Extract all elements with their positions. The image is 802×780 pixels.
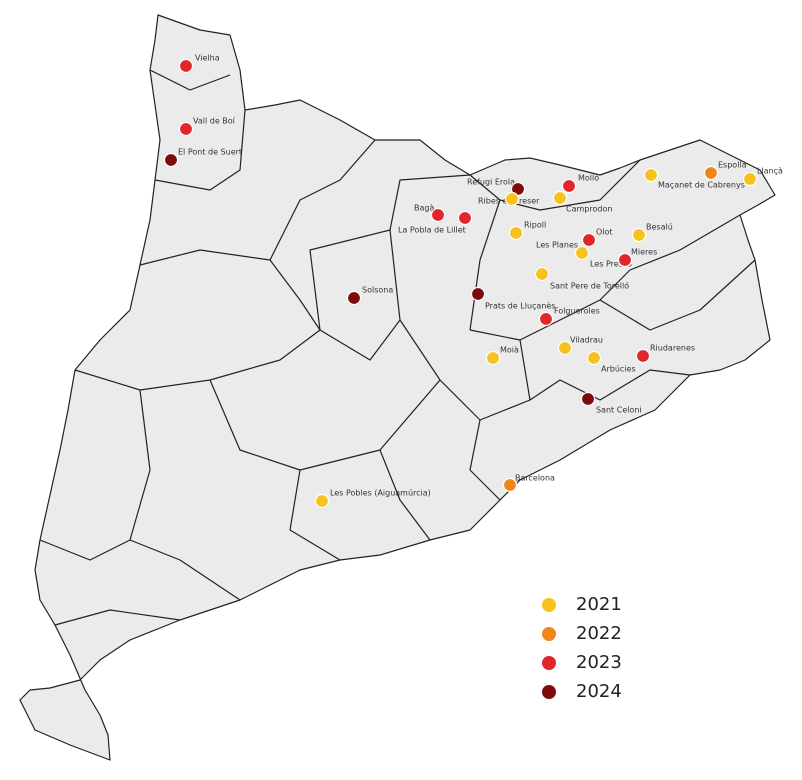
legend-marker: [542, 627, 556, 641]
place-marker: [504, 191, 520, 207]
place-marker: [534, 266, 550, 282]
legend-label: 2022: [576, 623, 622, 644]
place-marker: [457, 210, 473, 226]
border: [309, 229, 401, 361]
region-outline: [19, 14, 776, 761]
border: [629, 214, 741, 271]
place-label: Arbúcies: [601, 365, 636, 374]
place-marker: [561, 178, 577, 194]
place-label: Molló: [578, 173, 599, 183]
place-label: La Pobla de Lillet: [398, 226, 466, 235]
place-label: Solsona: [362, 286, 393, 295]
border: [499, 159, 641, 211]
place-label: Refugi Erola: [467, 178, 515, 187]
place-marker: [538, 311, 554, 327]
place-marker: [703, 165, 719, 181]
border: [39, 539, 131, 561]
place-marker: [742, 171, 758, 187]
border: [54, 609, 181, 626]
place-label: El Pont de Suert: [178, 148, 242, 157]
place-label: Les Preses: [590, 260, 632, 269]
place-label: Maçanet de Cabrenys: [658, 181, 745, 190]
place-marker: [635, 348, 651, 364]
place-marker: [552, 190, 568, 206]
border: [149, 69, 231, 91]
place-marker: [631, 227, 647, 243]
place-label: Sant Pere de Torelló: [550, 281, 629, 291]
legend-marker: [542, 685, 556, 699]
place-marker: [470, 286, 486, 302]
border: [469, 269, 631, 341]
border: [269, 139, 376, 261]
internal-borders: [39, 69, 756, 626]
place-label: Olot: [596, 228, 613, 237]
border: [289, 469, 341, 561]
legend-label: 2021: [576, 594, 622, 615]
legend-label: 2024: [576, 681, 622, 702]
place-label: Folgueroles: [554, 307, 600, 316]
place-marker: [346, 290, 362, 306]
place-label: Espolla: [718, 161, 747, 170]
place-label: Moià: [500, 346, 519, 355]
place-label: Bagà: [414, 204, 434, 213]
place-label: Camprodon: [566, 205, 612, 214]
place-label: Sant Celoni: [596, 406, 642, 415]
place-label: Vall de Boí: [193, 117, 236, 126]
place-marker: [580, 391, 596, 407]
place-marker: [557, 340, 573, 356]
place-marker: [617, 252, 633, 268]
place-marker: [643, 167, 659, 183]
place-marker: [502, 477, 518, 493]
place-label: Prats de Lluçanès: [485, 301, 555, 311]
legend-marker: [542, 656, 556, 670]
border: [519, 339, 691, 401]
place-marker: [508, 225, 524, 241]
place-marker: [163, 152, 179, 168]
place-label: Vielha: [195, 54, 220, 63]
border: [599, 259, 756, 331]
legend-label: 2023: [576, 652, 622, 673]
border: [154, 109, 246, 191]
place-marker: [485, 350, 501, 366]
place-label: Ripoll: [524, 221, 546, 230]
border: [469, 419, 501, 501]
place-marker: [430, 207, 446, 223]
place-label: Les Pobles (Aiguamúrcia): [330, 489, 431, 498]
place-marker: [574, 245, 590, 261]
place-label: Viladrau: [570, 336, 603, 345]
place-marker: [314, 493, 330, 509]
place-label: Llançà: [757, 167, 783, 176]
place-label: Besalú: [646, 223, 673, 232]
place-label: Barcelona: [515, 474, 555, 483]
place-marker: [586, 350, 602, 366]
border: [389, 174, 501, 331]
border: [379, 449, 431, 541]
place-marker: [178, 58, 194, 74]
legend-marker: [542, 598, 556, 612]
border: [399, 319, 531, 421]
places: Vielha Vall de Boí El Pont de Suert Refugi …: [163, 54, 783, 509]
legend: 2021 2022 2023 2024: [542, 594, 622, 702]
place-marker: [178, 121, 194, 137]
place-label: Mieres: [631, 248, 657, 257]
place-label: Les Planes: [536, 241, 578, 250]
place-label: Riudarenes: [650, 344, 695, 353]
place-marker: [581, 232, 597, 248]
